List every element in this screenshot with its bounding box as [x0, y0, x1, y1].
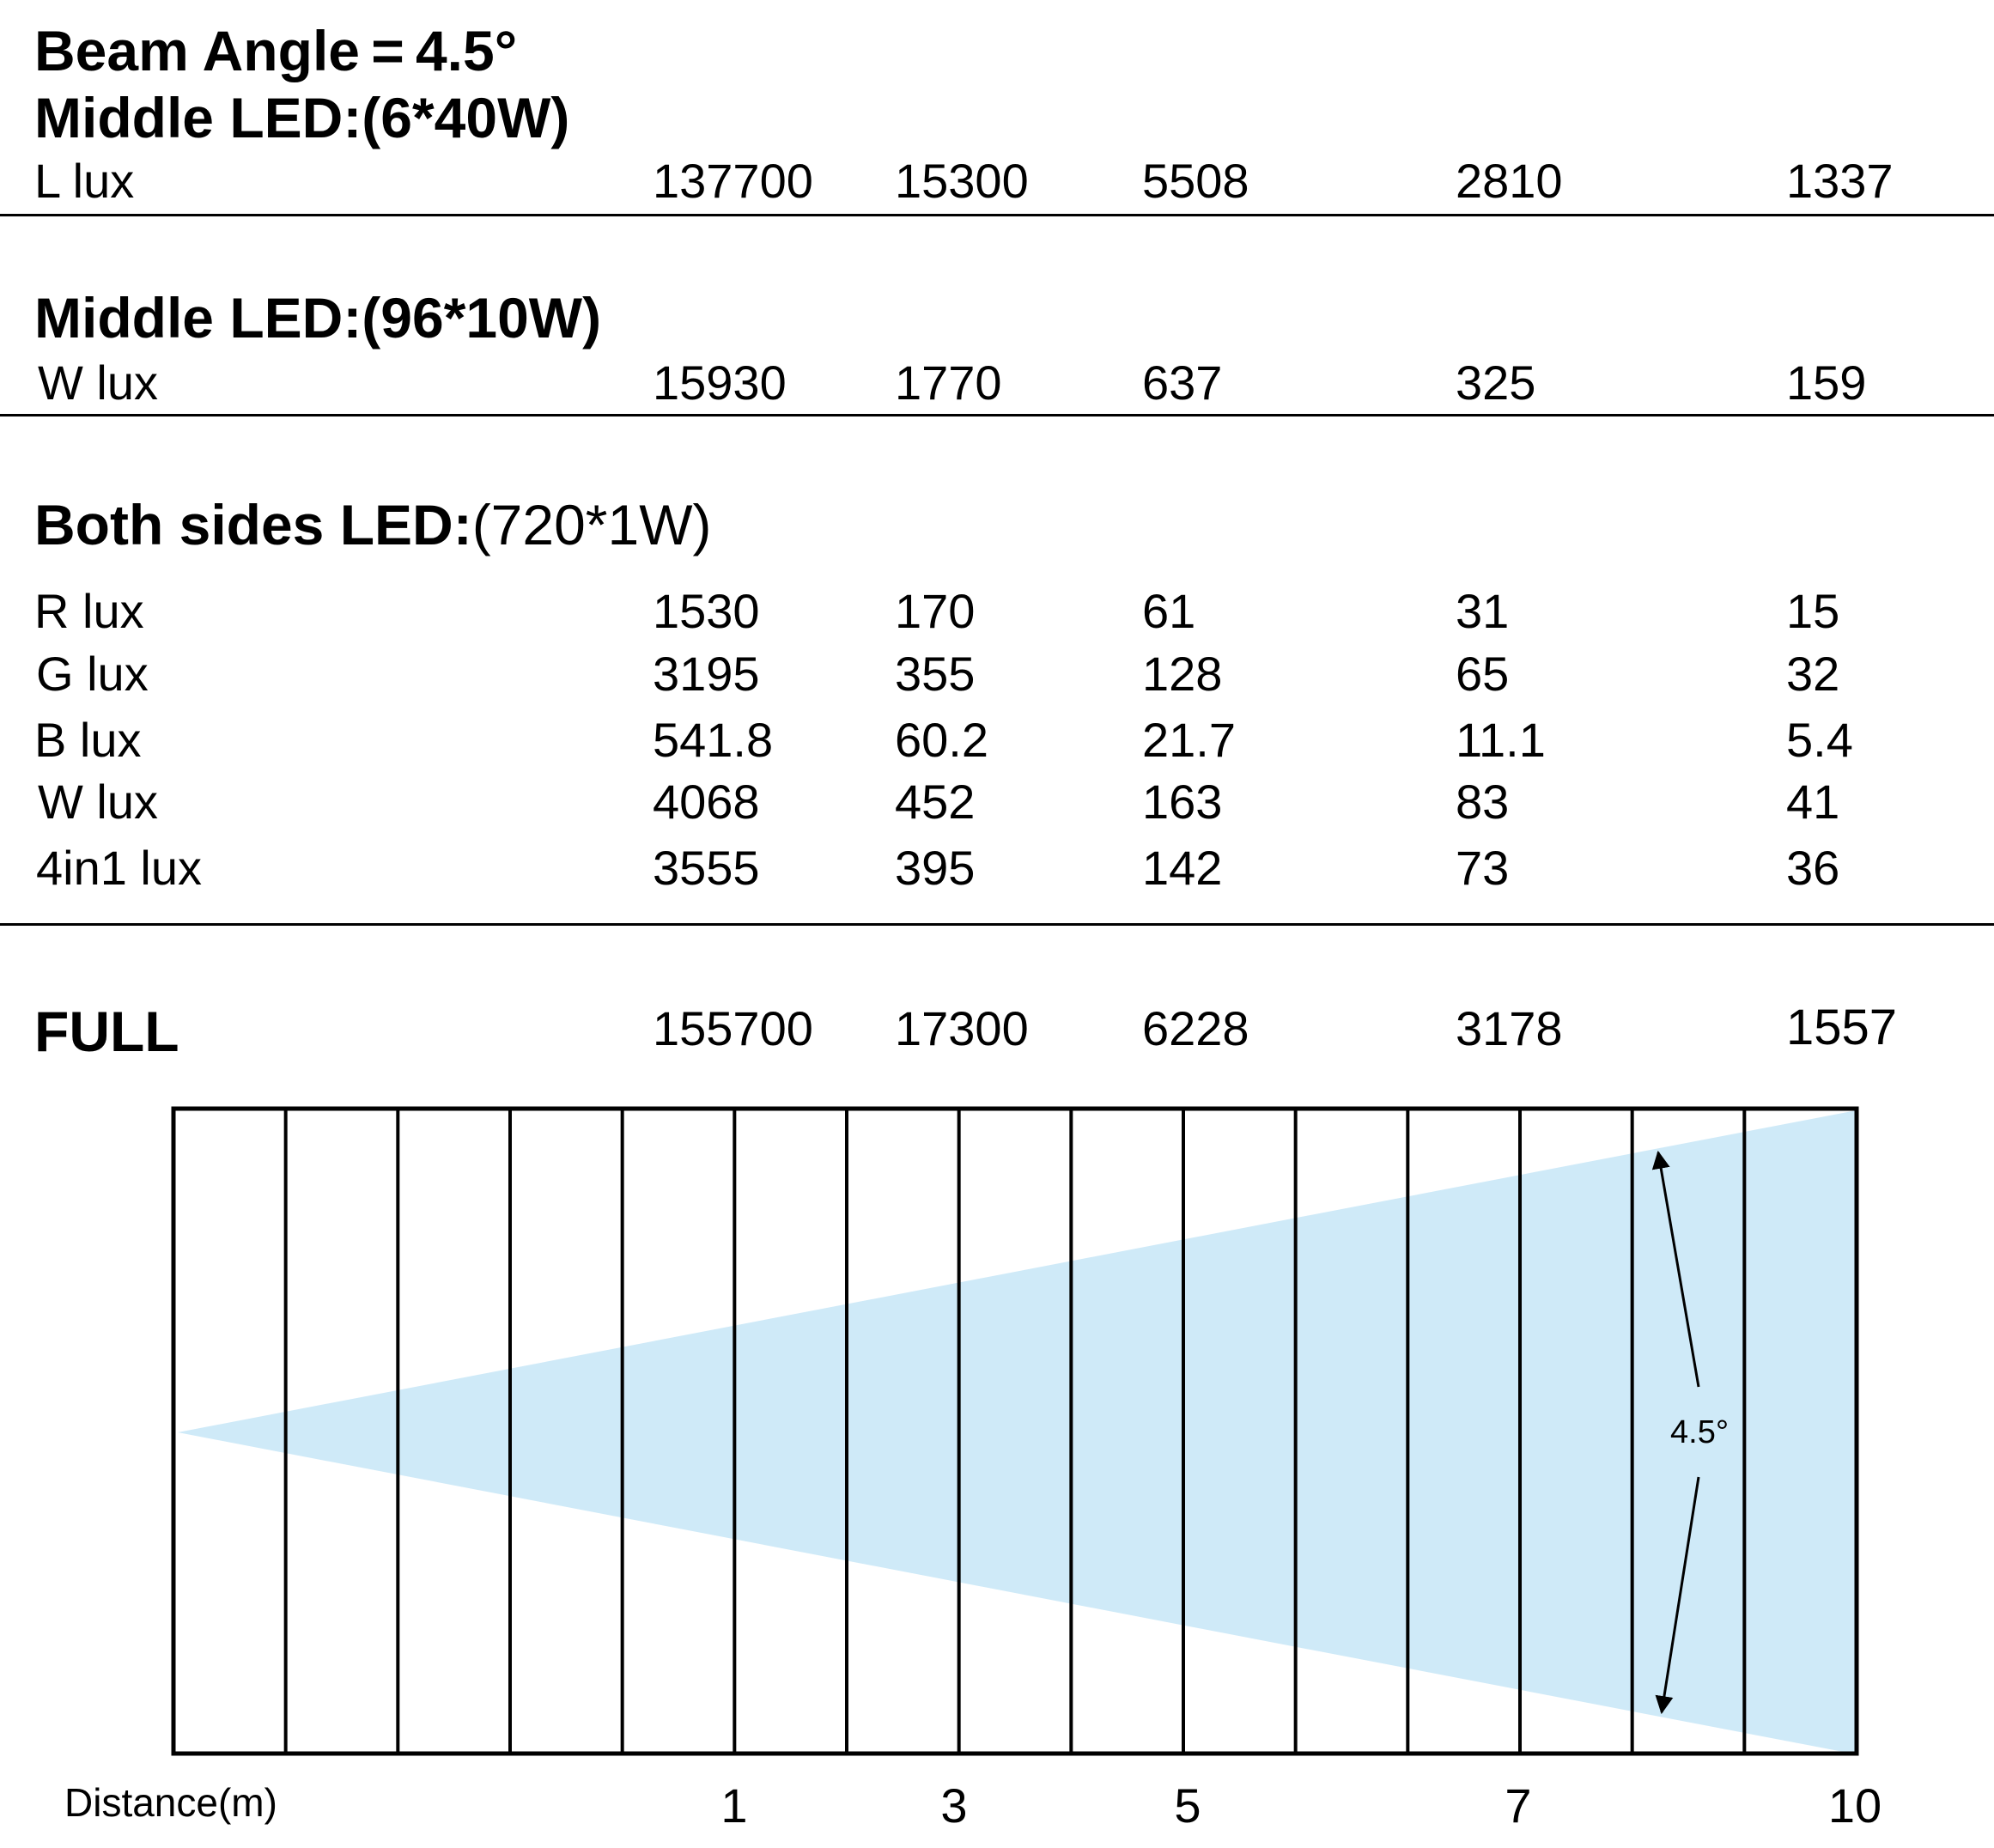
b-lux-value: 541.8 — [653, 713, 774, 767]
l-lux-value: 2810 — [1456, 154, 1563, 208]
middle-led-96x10w-title: Middle LED:(96*10W) — [34, 286, 602, 350]
g-lux-value: 3195 — [653, 647, 760, 701]
row-label-r-lux: R lux — [34, 584, 144, 638]
beam-cone — [178, 1110, 1857, 1754]
full-value: 6228 — [1142, 1001, 1249, 1055]
w-lux-value: 452 — [895, 775, 976, 829]
row-label-w-lux: W lux — [38, 356, 158, 410]
l-lux-value: 15300 — [895, 154, 1029, 208]
l-lux-value: 137700 — [653, 154, 813, 208]
distance-tick-label: 3 — [940, 1778, 967, 1833]
r-lux-value: 31 — [1456, 584, 1510, 638]
w-lux-value: 325 — [1456, 356, 1536, 410]
distance-axis-label: Distance(m) — [64, 1780, 277, 1825]
g-lux-value: 32 — [1786, 647, 1840, 701]
both-sides-led-title: Both sides LED:(720*1W) — [34, 496, 711, 553]
4in1-lux-value: 3555 — [653, 841, 760, 895]
l-lux-value: 1337 — [1786, 154, 1894, 208]
distance-tick-label: 5 — [1174, 1778, 1201, 1833]
both-sides-led-title-bold: Both sides LED: — [34, 493, 472, 556]
r-lux-value: 1530 — [653, 584, 760, 638]
g-lux-value: 355 — [895, 647, 976, 701]
beam-angle-label: 4.5° — [1670, 1414, 1729, 1450]
row-label-l-lux: L lux — [34, 154, 135, 208]
w-lux-value: 15930 — [653, 356, 787, 410]
4in1-lux-value: 73 — [1456, 841, 1510, 895]
g-lux-value: 65 — [1456, 647, 1510, 701]
angle-arrow-lower — [1655, 1476, 1700, 1715]
divider — [0, 214, 1994, 216]
l-lux-value: 5508 — [1142, 154, 1249, 208]
distance-tick-label: 7 — [1505, 1778, 1531, 1833]
full-value: 1557 — [1786, 1000, 1898, 1055]
b-lux-value: 5.4 — [1786, 713, 1853, 767]
grid-frame — [171, 1106, 1859, 1756]
row-label-4in1-lux: 4in1 lux — [36, 841, 203, 895]
w-lux-value: 1770 — [895, 356, 1002, 410]
row-label-b-lux: B lux — [34, 713, 142, 767]
full-value: 155700 — [653, 1001, 813, 1055]
4in1-lux-value: 142 — [1142, 841, 1223, 895]
w-lux-value: 163 — [1142, 775, 1223, 829]
full-value: 3178 — [1456, 1001, 1563, 1055]
middle-led-6x40w-title: Middle LED:(6*40W) — [34, 86, 570, 149]
w-lux-value: 83 — [1456, 775, 1510, 829]
g-lux-value: 128 — [1142, 647, 1223, 701]
full-value: 17300 — [895, 1001, 1029, 1055]
row-label-g-lux: G lux — [36, 647, 149, 701]
full-label: FULL — [34, 1000, 179, 1063]
r-lux-value: 170 — [895, 584, 976, 638]
both-sides-led-title-spec: (720*1W) — [471, 493, 712, 556]
w-lux-value: 4068 — [653, 775, 760, 829]
distance-tick-label: 1 — [720, 1778, 747, 1833]
grid-lines — [283, 1109, 1747, 1754]
row-label-w-lux: W lux — [38, 775, 158, 829]
angle-arrow-upper — [1651, 1150, 1700, 1388]
b-lux-value: 11.1 — [1456, 713, 1546, 767]
divider — [0, 923, 1994, 926]
4in1-lux-value: 36 — [1786, 841, 1840, 895]
r-lux-value: 61 — [1142, 584, 1196, 638]
4in1-lux-value: 395 — [895, 841, 976, 895]
divider — [0, 414, 1994, 416]
r-lux-value: 15 — [1786, 584, 1840, 638]
beam-angle-title: Beam Angle = 4.5° — [34, 19, 518, 82]
b-lux-value: 21.7 — [1142, 713, 1236, 767]
w-lux-value: 41 — [1786, 775, 1840, 829]
distance-tick-label: 10 — [1828, 1778, 1882, 1833]
b-lux-value: 60.2 — [895, 713, 988, 767]
w-lux-value: 637 — [1142, 356, 1223, 410]
w-lux-value: 159 — [1786, 356, 1867, 410]
